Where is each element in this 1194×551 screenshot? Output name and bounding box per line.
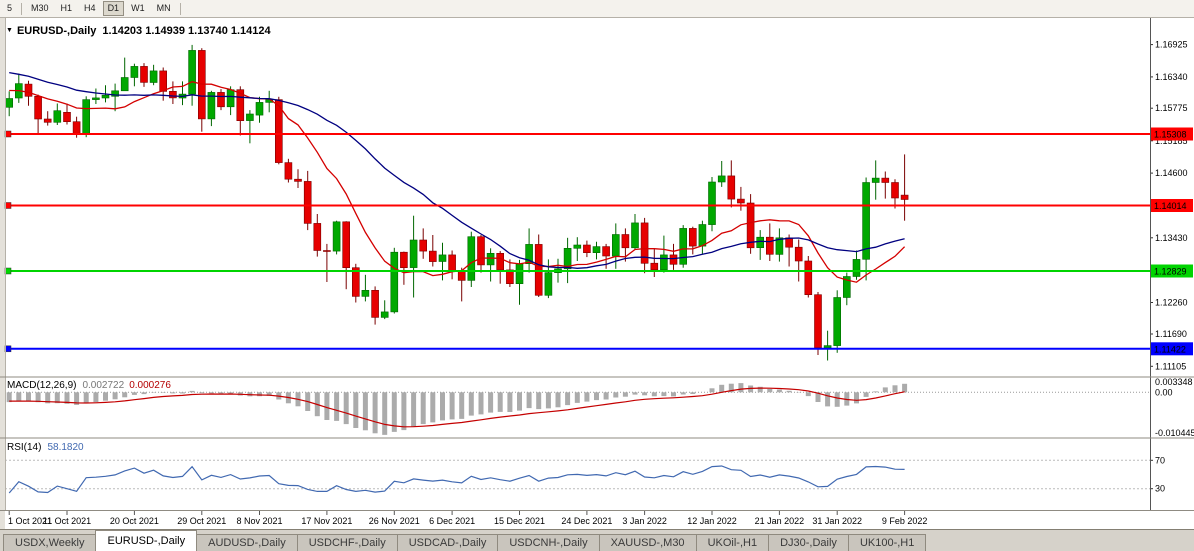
ma-line-25	[9, 71, 905, 269]
date-axis-label: 31 Jan 2022	[812, 516, 862, 526]
svg-text:1.14014: 1.14014	[1154, 201, 1187, 211]
price-badge-1.11422: 1.11422	[1151, 342, 1193, 356]
timeframe-button-h1[interactable]: H1	[60, 3, 73, 13]
price-badge-1.15308: 1.15308	[1151, 127, 1193, 141]
macd-axis-max: 0.003348	[1155, 377, 1193, 387]
timeframe-button-w1[interactable]: W1	[131, 3, 145, 13]
rsi-line	[8, 465, 905, 494]
price-axis-label: 1.15185	[1155, 136, 1188, 146]
date-axis-label: 20 Oct 2021	[110, 516, 159, 526]
rsi-axis-label: 70	[1155, 455, 1165, 465]
date-axis-label: 9 Feb 2022	[882, 516, 928, 526]
macd-signal-line	[9, 387, 905, 428]
price-axis-label: 1.14600	[1155, 168, 1188, 178]
timeframe-toolbar: 5 M30 H1 H4 D1 W1 MN	[0, 0, 1194, 18]
tab-eurusd-daily[interactable]: EURUSD-,Daily	[95, 530, 198, 551]
timeframe-button-m30[interactable]: M30	[31, 3, 49, 13]
date-axis-label: 26 Nov 2021	[369, 516, 420, 526]
tab-ukoil-h1[interactable]: UKOil-,H1	[695, 534, 770, 551]
timeframe-button-h4[interactable]: H4	[84, 3, 96, 13]
date-axis-label: 1 Oct 2021	[8, 516, 52, 526]
svg-text:1.15308: 1.15308	[1154, 130, 1187, 140]
date-axis-label: 17 Nov 2021	[301, 516, 352, 526]
tab-usdx-weekly[interactable]: USDX,Weekly	[3, 534, 97, 551]
price-badge-1.14014: 1.14014	[1151, 199, 1193, 212]
timeframe-button-mn[interactable]: MN	[156, 3, 171, 13]
tab-xauusd-m30[interactable]: XAUUSD-,M30	[598, 534, 697, 551]
timeframe-button-d1[interactable]: D1	[102, 1, 125, 16]
date-axis-label: 15 Dec 2021	[494, 516, 545, 526]
tab-dj30-daily[interactable]: DJ30-,Daily	[768, 534, 849, 551]
tab-uk100-h1[interactable]: UK100-,H1	[847, 534, 927, 551]
date-axis-label: 3 Jan 2022	[622, 516, 667, 526]
date-axis-label: 8 Nov 2021	[236, 516, 282, 526]
tab-usdchf-daily[interactable]: USDCHF-,Daily	[296, 534, 398, 551]
price-axis-label: 1.15775	[1155, 103, 1188, 113]
toolbar-separator	[179, 2, 181, 15]
price-axis-label: 1.11105	[1155, 361, 1186, 371]
price-axis-label: 1.11690	[1155, 329, 1187, 339]
svg-text:1.11422: 1.11422	[1154, 344, 1186, 354]
date-axis-label: 24 Dec 2021	[561, 516, 612, 526]
price-axis-label: 1.13430	[1155, 233, 1188, 243]
price-axis-label: 1.16925	[1155, 40, 1188, 50]
timeframe-button-5[interactable]: 5	[7, 3, 13, 13]
price-axis-label: 1.12260	[1155, 298, 1188, 308]
tab-audusd-daily[interactable]: AUDUSD-,Daily	[196, 534, 298, 551]
tab-usdcad-daily[interactable]: USDCAD-,Daily	[396, 534, 499, 551]
price-badge-1.12829: 1.12829	[1151, 264, 1193, 278]
tab-usdcnh-daily[interactable]: USDCNH-,Daily	[497, 534, 600, 551]
macd-axis-zero: 0.00	[1155, 387, 1173, 397]
chart-canvas[interactable]: 1.16925 1.16340 1.15775 1.15185 1.14600 1.134…	[0, 18, 1194, 529]
candlestick-series	[5, 44, 909, 361]
date-axis-label: 12 Jan 2022	[687, 516, 737, 526]
toolbar-separator	[21, 2, 23, 15]
date-axis-label: 29 Oct 2021	[177, 516, 226, 526]
date-axis-label: 6 Dec 2021	[429, 516, 475, 526]
svg-text:1.12829: 1.12829	[1154, 267, 1187, 277]
rsi-axis-label: 30	[1155, 484, 1165, 494]
date-axis-label: 21 Jan 2022	[755, 516, 805, 526]
macd-axis-min: -0.010445	[1155, 428, 1194, 438]
chart-tab-bar: USDX,Weekly EURUSD-,Daily AUDUSD-,Daily USD…	[0, 529, 1194, 551]
date-axis-label: 11 Oct 2021	[43, 516, 91, 526]
chart-window: 1.16925 1.16340 1.15775 1.15185 1.14600 1.134…	[0, 18, 1194, 529]
price-axis-label: 1.16340	[1155, 72, 1188, 82]
